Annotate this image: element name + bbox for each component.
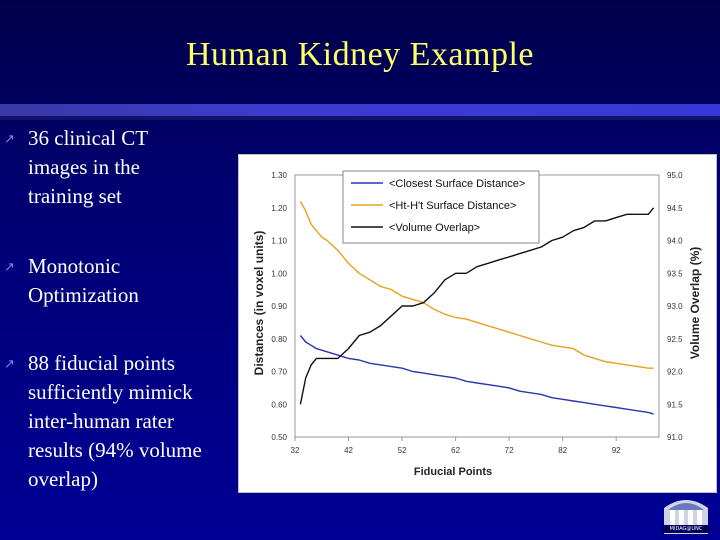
bullet-line: images in the [28, 155, 140, 179]
y-right-tick-label: 94.5 [667, 204, 683, 213]
y-left-tick-label: 1.20 [271, 204, 287, 213]
bullet-line: 88 fiducial points [28, 351, 175, 375]
line-chart: 0.50 0.60 0.70 0.80 0.90 1.00 1.10 1.20 1.30 91.0… [252, 170, 702, 478]
y-left-tick-label: 0.60 [271, 400, 287, 409]
bullet-line: inter-human rater [28, 409, 174, 433]
y-axis-right-label: Volume Overlap (%) [688, 247, 702, 359]
bullet-line: overlap) [28, 467, 98, 491]
series-line [299, 335, 654, 415]
title-divider [0, 104, 720, 116]
legend-label: <Ht-H't Surface Distance> [389, 200, 516, 212]
x-tick-label: 92 [612, 446, 621, 455]
bullet-text: 88 fiducial points sufficiently mimick i… [28, 349, 238, 494]
series-line [299, 207, 655, 405]
zigzag-arrow-icon: ↗ [4, 132, 15, 147]
bullet-line: sufficiently mimick [28, 380, 193, 404]
bullet-text: Monotonic Optimization [28, 252, 238, 310]
chart-legend: <Closest Surface Distance> <Ht-H't Surfac… [342, 170, 540, 244]
x-tick-label: 32 [291, 446, 300, 455]
y-left-tick-label: 0.50 [271, 433, 287, 442]
bullet-text: 36 clinical CT images in the training se… [28, 124, 238, 211]
legend-label: <Closest Surface Distance> [389, 178, 525, 190]
series-line [299, 200, 654, 369]
title-divider-shadow [0, 116, 720, 120]
chart-series [299, 200, 655, 415]
y-left-tick-label: 0.90 [271, 302, 287, 311]
y-right-tick-label: 92.5 [667, 335, 683, 344]
y-right-tick-label: 91.5 [667, 400, 683, 409]
bullet-line: results (94% volume [28, 438, 202, 462]
y-left-tick-label: 1.30 [271, 171, 287, 180]
legend-label: <Volume Overlap> [389, 222, 480, 234]
x-tick-label: 82 [558, 446, 567, 455]
zigzag-arrow-icon: ↗ [4, 260, 15, 275]
y-right-tick-label: 94.0 [667, 237, 683, 246]
seal-caption: MIDAG@UNC [662, 525, 710, 533]
slide-title: Human Kidney Example [185, 36, 535, 73]
y-left-tick-label: 1.00 [271, 269, 287, 278]
y-left-tick-label: 1.10 [271, 237, 287, 246]
bullet-line: training set [28, 184, 122, 208]
y-left-tick-label: 0.80 [271, 335, 287, 344]
x-tick-label: 72 [505, 446, 514, 455]
y-right-tick-label: 92.0 [667, 368, 683, 377]
bullet-line: 36 clinical CT [28, 126, 149, 150]
bullet-line: Optimization [28, 283, 139, 307]
y-left-tick-label: 0.70 [271, 368, 287, 377]
x-tick-label: 42 [344, 446, 353, 455]
bullet-line: Monotonic [28, 254, 121, 278]
x-axis-label: Fiducial Points [414, 466, 492, 478]
zigzag-arrow-icon: ↗ [4, 357, 15, 372]
y-axis-left-label: Distances (in voxel units) [252, 231, 266, 376]
y-right-tick-label: 95.0 [667, 171, 683, 180]
y-right-tick-label: 91.0 [667, 433, 683, 442]
x-tick-label: 62 [451, 446, 460, 455]
chart-panel: 0.50 0.60 0.70 0.80 0.90 1.00 1.10 1.20 1.30 91.0… [238, 154, 717, 493]
chart-axes: 0.50 0.60 0.70 0.80 0.90 1.00 1.10 1.20 1.30 91.0… [271, 171, 683, 455]
y-right-tick-label: 93.5 [667, 269, 683, 278]
x-tick-label: 52 [398, 446, 407, 455]
y-right-tick-label: 93.0 [667, 302, 683, 311]
